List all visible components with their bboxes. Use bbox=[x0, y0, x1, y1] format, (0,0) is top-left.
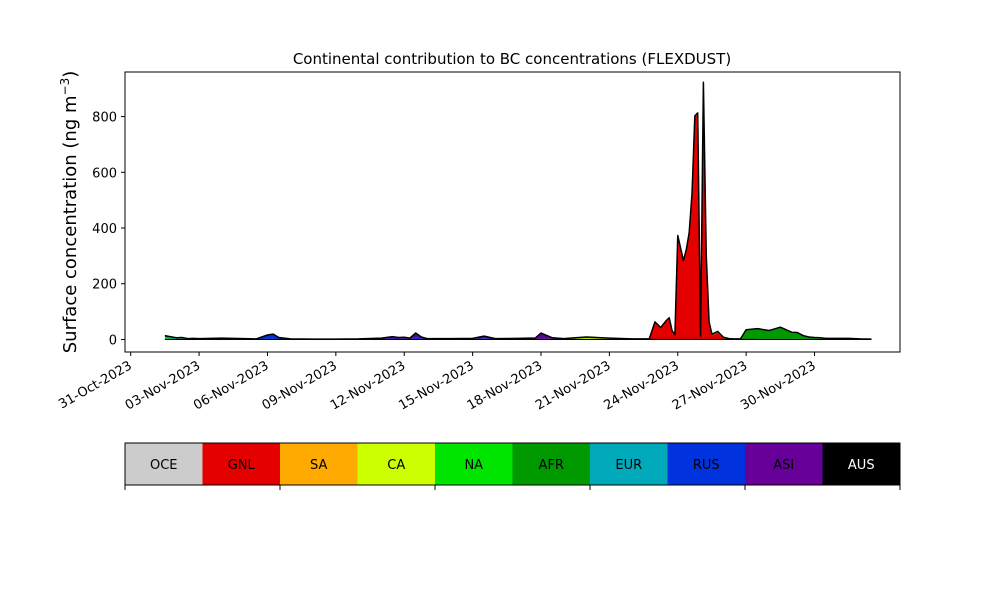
x-tick-label: 21-Nov-2023 bbox=[533, 358, 613, 413]
y-tick-label: 600 bbox=[92, 166, 117, 181]
legend-swatch-afr bbox=[512, 443, 590, 485]
y-axis-label-main: Surface concentration (ng m bbox=[60, 95, 81, 353]
legend-label-sa: SA bbox=[310, 458, 327, 473]
legend-swatch-oce bbox=[125, 443, 203, 485]
legend-label-gnl: GNL bbox=[228, 458, 256, 473]
area-asi bbox=[164, 82, 872, 340]
area-rus bbox=[164, 82, 872, 340]
area-ca bbox=[164, 83, 872, 340]
legend-swatch-aus bbox=[822, 443, 900, 485]
legend-label-rus: RUS bbox=[693, 458, 720, 473]
x-tick-label: 15-Nov-2023 bbox=[396, 358, 476, 413]
area-aus bbox=[164, 82, 872, 340]
legend-swatch-rus bbox=[667, 443, 745, 485]
area-gnl bbox=[164, 83, 872, 340]
legend-swatch-na bbox=[435, 443, 513, 485]
total-outline bbox=[164, 81, 872, 340]
legend-swatch-asi bbox=[745, 443, 823, 485]
legend-swatch-sa bbox=[280, 443, 358, 485]
x-tick-label: 30-Nov-2023 bbox=[738, 358, 818, 413]
x-tick-label: 27-Nov-2023 bbox=[670, 358, 750, 413]
legend-label-eur: EUR bbox=[615, 458, 642, 473]
x-tick-label: 18-Nov-2023 bbox=[465, 358, 545, 413]
y-tick-label: 800 bbox=[92, 111, 117, 126]
y-tick-label: 200 bbox=[92, 278, 117, 293]
area-na bbox=[164, 82, 872, 340]
plot-frame bbox=[124, 71, 901, 353]
x-tick-label: 09-Nov-2023 bbox=[260, 358, 340, 413]
series-layer bbox=[164, 81, 872, 341]
y-tick-label: 0 bbox=[109, 333, 117, 348]
x-tick-label: 31-Oct-2023 bbox=[56, 358, 134, 412]
area-eur bbox=[164, 82, 872, 340]
x-tick-label: 12-Nov-2023 bbox=[328, 358, 408, 413]
y-axis-label-exponent: −3 bbox=[58, 78, 72, 96]
y-axis-label: Surface concentration (ng m−3) bbox=[58, 71, 81, 354]
y-axis-label-suffix: ) bbox=[60, 71, 81, 78]
y-tick-label: 400 bbox=[92, 222, 117, 237]
x-tick-label: 06-Nov-2023 bbox=[191, 358, 271, 413]
legend-label-ca: CA bbox=[387, 458, 405, 473]
legend-label-na: NA bbox=[464, 458, 483, 473]
legend-colorbar: OCE GNL SA CA NA AFR EUR RUS ASI AUS bbox=[124, 442, 901, 490]
x-tick-label: 03-Nov-2023 bbox=[123, 358, 203, 413]
area-sa bbox=[164, 83, 872, 340]
legend-swatch-gnl bbox=[202, 443, 280, 485]
axes-layer: 0 200 400 600 800 31-Oct-202303-Nov-202306-No… bbox=[56, 71, 901, 413]
area-afr bbox=[164, 82, 872, 340]
legend-swatch-eur bbox=[590, 443, 668, 485]
legend-swatch-ca bbox=[357, 443, 435, 485]
chart-title: Continental contribution to BC concentra… bbox=[293, 50, 731, 68]
legend-label-oce: OCE bbox=[150, 458, 178, 473]
legend-frame bbox=[124, 442, 901, 486]
legend-label-asi: ASI bbox=[773, 458, 794, 473]
legend-label-afr: AFR bbox=[539, 458, 564, 473]
legend-label-aus: AUS bbox=[848, 458, 875, 473]
x-tick-label: 24-Nov-2023 bbox=[601, 358, 681, 413]
